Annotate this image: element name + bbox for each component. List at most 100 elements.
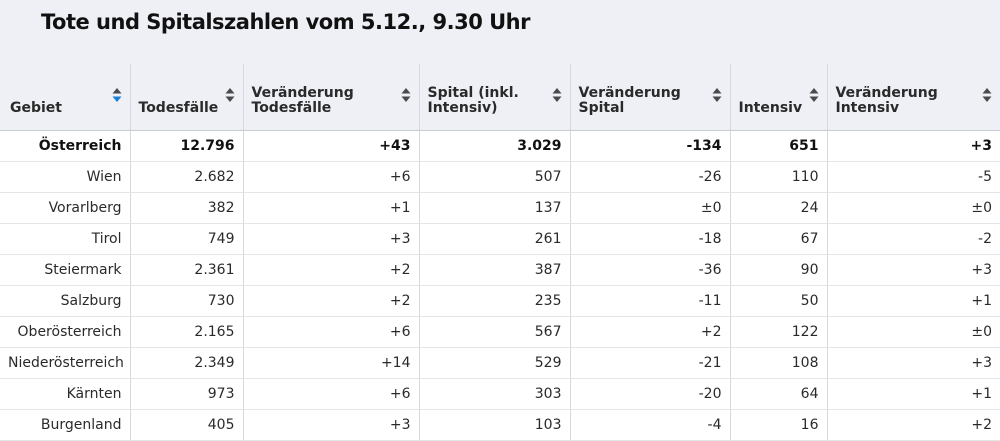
value-cell: -20 [569, 378, 730, 410]
value-cell: +2 [242, 285, 419, 317]
value-cell: -36 [569, 254, 730, 286]
value-cell: -4 [569, 409, 730, 441]
value-cell: 749 [129, 223, 243, 255]
value-cell: +2 [242, 254, 419, 286]
value-cell: +1 [242, 192, 419, 224]
table-row: Steiermark 2.361 +2 387 -36 90 +3 [0, 254, 1000, 286]
column-header-1[interactable]: Todesfälle [129, 64, 243, 131]
value-cell: -134 [569, 130, 730, 162]
column-header-label: Veränderung Spital [578, 85, 681, 116]
sort-icon[interactable] [809, 87, 819, 103]
region-cell: Kärnten [0, 378, 130, 410]
value-cell: -11 [569, 285, 730, 317]
table-body: Österreich 12.796 +43 3.029 -134 651 +3 Wien 2.6… [0, 130, 1000, 441]
column-header-2[interactable]: Veränderung Todesfälle [242, 64, 419, 131]
value-cell: 235 [418, 285, 570, 317]
column-header-label: Todesfälle [138, 99, 219, 116]
value-cell: +6 [242, 378, 419, 410]
table-row: Tirol 749 +3 261 -18 67 -2 [0, 223, 1000, 255]
value-cell: -21 [569, 347, 730, 379]
value-cell: 405 [129, 409, 243, 441]
sort-icon[interactable] [112, 87, 122, 103]
value-cell: 16 [729, 409, 827, 441]
table-row: Salzburg 730 +2 235 -11 50 +1 [0, 285, 1000, 317]
region-cell: Wien [0, 161, 130, 193]
value-cell: +14 [242, 347, 419, 379]
column-header-6[interactable]: Veränderung Intensiv [826, 64, 1000, 131]
value-cell: 67 [729, 223, 827, 255]
value-cell: +3 [826, 347, 1000, 379]
column-header-label: Intensiv [738, 99, 803, 116]
data-table: Gebiet Todesfälle Veränderung Todesfälle Sp… [0, 64, 1000, 441]
value-cell: +3 [826, 254, 1000, 286]
value-cell: +6 [242, 316, 419, 348]
value-cell: 3.029 [418, 130, 570, 162]
value-cell: 103 [418, 409, 570, 441]
sort-icon[interactable] [401, 87, 411, 103]
table-row: Österreich 12.796 +43 3.029 -134 651 +3 [0, 130, 1000, 162]
column-header-5[interactable]: Intensiv [729, 64, 827, 131]
value-cell: +2 [569, 316, 730, 348]
column-header-4[interactable]: Veränderung Spital [569, 64, 730, 131]
value-cell: +3 [242, 223, 419, 255]
table-row: Vorarlberg 382 +1 137 ±0 24 ±0 [0, 192, 1000, 224]
value-cell: -5 [826, 161, 1000, 193]
value-cell: 110 [729, 161, 827, 193]
value-cell: +1 [826, 285, 1000, 317]
value-cell: 2.361 [129, 254, 243, 286]
table-row: Kärnten 973 +6 303 -20 64 +1 [0, 378, 1000, 410]
value-cell: 108 [729, 347, 827, 379]
value-cell: 261 [418, 223, 570, 255]
value-cell: -18 [569, 223, 730, 255]
value-cell: 973 [129, 378, 243, 410]
value-cell: +2 [826, 409, 1000, 441]
value-cell: 567 [418, 316, 570, 348]
value-cell: 90 [729, 254, 827, 286]
table-row: Oberösterreich 2.165 +6 567 +2 122 ±0 [0, 316, 1000, 348]
region-cell: Tirol [0, 223, 130, 255]
value-cell: 651 [729, 130, 827, 162]
value-cell: 2.165 [129, 316, 243, 348]
region-cell: Österreich [0, 130, 130, 162]
value-cell: 303 [418, 378, 570, 410]
value-cell: ±0 [569, 192, 730, 224]
region-cell: Salzburg [0, 285, 130, 317]
region-cell: Steiermark [0, 254, 130, 286]
column-header-label: Veränderung Intensiv [835, 85, 938, 116]
value-cell: 50 [729, 285, 827, 317]
value-cell: 730 [129, 285, 243, 317]
value-cell: -26 [569, 161, 730, 193]
table-row: Wien 2.682 +6 507 -26 110 -5 [0, 161, 1000, 193]
column-header-3[interactable]: Spital (inkl. Intensiv) [418, 64, 570, 131]
value-cell: -2 [826, 223, 1000, 255]
sort-icon[interactable] [552, 87, 562, 103]
page-title: Tote und Spitalszahlen vom 5.12., 9.30 U… [41, 10, 530, 34]
value-cell: ±0 [826, 192, 1000, 224]
column-header-label: Spital (inkl. Intensiv) [427, 85, 519, 116]
region-cell: Burgenland [0, 409, 130, 441]
value-cell: 64 [729, 378, 827, 410]
sort-icon[interactable] [712, 87, 722, 103]
value-cell: 507 [418, 161, 570, 193]
value-cell: 387 [418, 254, 570, 286]
value-cell: 24 [729, 192, 827, 224]
table-row: Burgenland 405 +3 103 -4 16 +2 [0, 409, 1000, 441]
sort-icon[interactable] [982, 87, 992, 103]
region-cell: Oberösterreich [0, 316, 130, 348]
value-cell: 2.349 [129, 347, 243, 379]
value-cell: 382 [129, 192, 243, 224]
value-cell: +3 [826, 130, 1000, 162]
value-cell: +3 [242, 409, 419, 441]
column-header-label: Veränderung Todesfälle [251, 85, 354, 116]
value-cell: 137 [418, 192, 570, 224]
value-cell: ±0 [826, 316, 1000, 348]
sort-icon[interactable] [225, 87, 235, 103]
value-cell: 2.682 [129, 161, 243, 193]
column-header-0[interactable]: Gebiet [0, 64, 130, 131]
value-cell: 122 [729, 316, 827, 348]
region-cell: Niederösterreich [0, 347, 130, 379]
table-header-row: Gebiet Todesfälle Veränderung Todesfälle Sp… [0, 64, 1000, 131]
table-row: Niederösterreich 2.349 +14 529 -21 108 +3 [0, 347, 1000, 379]
region-cell: Vorarlberg [0, 192, 130, 224]
column-header-label: Gebiet [10, 99, 62, 116]
